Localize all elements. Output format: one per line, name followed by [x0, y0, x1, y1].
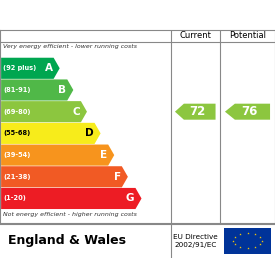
Text: (55-68): (55-68): [3, 130, 31, 136]
Text: A: A: [45, 63, 53, 73]
Text: 72: 72: [189, 105, 205, 118]
Polygon shape: [1, 166, 128, 187]
Text: Potential: Potential: [229, 31, 266, 41]
Polygon shape: [175, 104, 216, 120]
Text: (21-38): (21-38): [3, 174, 31, 180]
Polygon shape: [1, 188, 142, 209]
Text: EU Directive
2002/91/EC: EU Directive 2002/91/EC: [173, 233, 218, 248]
Text: England & Wales: England & Wales: [8, 234, 126, 247]
Bar: [224, 228, 271, 254]
Text: D: D: [85, 128, 94, 138]
Text: E: E: [100, 150, 107, 160]
Polygon shape: [1, 144, 114, 166]
Text: Very energy efficient - lower running costs: Very energy efficient - lower running co…: [3, 44, 137, 49]
Text: (39-54): (39-54): [3, 152, 31, 158]
Polygon shape: [225, 104, 270, 120]
Text: (69-80): (69-80): [3, 109, 31, 115]
Polygon shape: [1, 101, 87, 122]
Polygon shape: [1, 58, 60, 79]
Text: Energy Efficiency Rating: Energy Efficiency Rating: [8, 8, 192, 21]
Text: C: C: [72, 107, 80, 117]
Polygon shape: [1, 123, 101, 144]
Text: F: F: [114, 172, 121, 182]
Text: 76: 76: [241, 105, 258, 118]
Text: Not energy efficient - higher running costs: Not energy efficient - higher running co…: [3, 212, 137, 217]
Text: G: G: [126, 194, 134, 204]
Text: Current: Current: [179, 31, 211, 41]
Polygon shape: [1, 79, 73, 101]
Text: (92 plus): (92 plus): [3, 65, 37, 71]
Text: (1-20): (1-20): [3, 196, 26, 201]
Text: (81-91): (81-91): [3, 87, 31, 93]
Text: B: B: [58, 85, 66, 95]
